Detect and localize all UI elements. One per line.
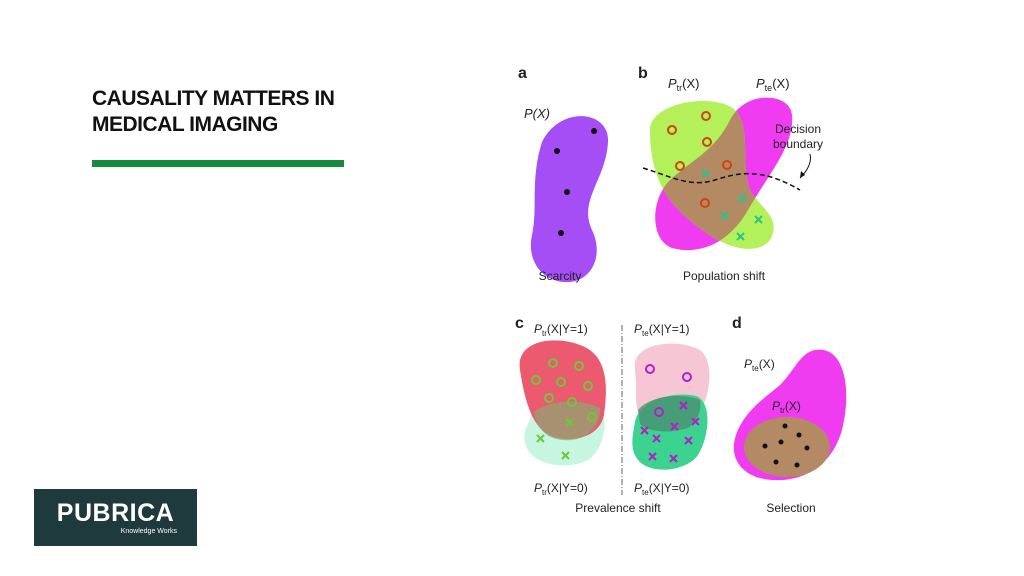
panel-c-test-neg-label: Pte(X|Y=0) bbox=[634, 481, 690, 497]
panel-c-test-circle bbox=[654, 407, 664, 417]
test-p: P bbox=[756, 76, 765, 91]
train-sub: tr bbox=[677, 83, 683, 93]
panel-d-point bbox=[804, 445, 810, 451]
te-pos-sub: te bbox=[642, 329, 649, 338]
panel-a-point bbox=[558, 230, 564, 236]
panel-d-caption: Selection bbox=[766, 501, 815, 515]
panel-b-circle-marker bbox=[700, 198, 710, 208]
d-inner-arg: (X) bbox=[785, 399, 801, 413]
panel-d-point bbox=[778, 439, 784, 445]
causality-figure: a P(X) Scarcity b Ptr(X) Pte(X) Decision… bbox=[515, 65, 847, 515]
panel-c-test-cross bbox=[640, 426, 649, 435]
te-pos-arg: (X|Y=1) bbox=[649, 322, 690, 336]
panel-b-train-label: Ptr(X) bbox=[668, 76, 700, 93]
panel-c-train-circle bbox=[548, 358, 558, 368]
panel-c-test-cross bbox=[691, 417, 700, 426]
panel-c-test-cross bbox=[648, 452, 657, 461]
panel-d-inner-label: Ptr(X) bbox=[772, 399, 801, 415]
panel-d-point bbox=[762, 443, 768, 449]
tr-neg-p: P bbox=[534, 481, 542, 495]
te-neg-p: P bbox=[634, 481, 642, 495]
logo-tagline: Knowledge Works bbox=[120, 528, 177, 535]
panel-b-cross-marker bbox=[738, 194, 747, 203]
panel-d-point bbox=[796, 432, 802, 438]
panel-c-train-circle bbox=[583, 381, 593, 391]
panel-c-train-circle bbox=[556, 377, 566, 387]
test-arg: (X) bbox=[772, 76, 789, 91]
panel-c-train-cross bbox=[561, 451, 570, 460]
panel-c-train-pos-label: Ptr(X|Y=1) bbox=[534, 322, 588, 338]
panel-b-cross-marker bbox=[701, 169, 710, 178]
panel-c-test-cross bbox=[684, 436, 693, 445]
boundary-arrow-head bbox=[800, 171, 805, 178]
panel-b-decision-boundary bbox=[642, 167, 801, 191]
panel-c-test-circle bbox=[645, 364, 655, 374]
panel-b-circle-marker bbox=[702, 137, 712, 147]
panel-c-train-circle bbox=[544, 393, 554, 403]
panel-b-cross-marker bbox=[736, 232, 745, 241]
panel-b-circle-marker bbox=[701, 111, 711, 121]
panel-b-cross-marker bbox=[754, 215, 763, 224]
panel-c-caption: Prevalence shift bbox=[575, 501, 661, 515]
panel-c-train-cross bbox=[565, 418, 574, 427]
panel-a-point bbox=[554, 148, 560, 154]
panel-d-point bbox=[794, 462, 800, 468]
panel-a-distribution-label: P(X) bbox=[524, 106, 550, 121]
panel-c-train-neg-label: Ptr(X|Y=0) bbox=[534, 481, 588, 497]
panel-b-circle-marker bbox=[675, 161, 685, 171]
train-p: P bbox=[668, 76, 677, 91]
tr-neg-sub: tr bbox=[542, 488, 547, 497]
d-inner-sub: tr bbox=[780, 406, 785, 415]
panel-c-train-circle bbox=[531, 375, 541, 385]
panel-c-train-circle bbox=[574, 361, 584, 371]
panel-c-test-pos-label: Pte(X|Y=1) bbox=[634, 322, 690, 338]
test-sub: te bbox=[765, 83, 773, 93]
panel-b-circle-marker bbox=[722, 160, 732, 170]
panel-c-train-circle bbox=[567, 397, 577, 407]
boundary-label-line1: Decision bbox=[775, 122, 821, 136]
panel-c-letter: c bbox=[515, 315, 524, 332]
panel-c-test-cross bbox=[670, 422, 679, 431]
panel-a-caption: Scarcity bbox=[539, 269, 582, 283]
tr-neg-arg: (X|Y=0) bbox=[547, 481, 588, 495]
tr-pos-sub: tr bbox=[542, 329, 547, 338]
slide-title: CAUSALITY MATTERS IN MEDICAL IMAGING bbox=[92, 87, 335, 136]
panel-b-circle-marker bbox=[667, 125, 677, 135]
train-arg: (X) bbox=[682, 76, 699, 91]
panel-b-test-label: Pte(X) bbox=[756, 76, 790, 93]
te-neg-arg: (X|Y=0) bbox=[649, 481, 690, 495]
panel-c-test-circle bbox=[682, 372, 692, 382]
panel-a-point bbox=[591, 128, 597, 134]
panel-c-test-cross bbox=[669, 454, 678, 463]
te-neg-sub: te bbox=[642, 488, 649, 497]
logo-wordmark: PUBRICA bbox=[56, 499, 175, 527]
panel-a-purple-blob bbox=[530, 116, 609, 283]
d-inner-p: P bbox=[772, 399, 780, 413]
boundary-label-line2: boundary bbox=[773, 137, 823, 151]
panel-c-test-cross bbox=[679, 401, 688, 410]
panel-d-outer-label: Pte(X) bbox=[744, 357, 775, 373]
panel-d-letter: d bbox=[732, 315, 742, 332]
panel-c-train-circle bbox=[587, 412, 597, 422]
d-outer-arg: (X) bbox=[759, 357, 775, 371]
panel-a-point bbox=[564, 189, 570, 195]
panel-d-point bbox=[782, 423, 788, 429]
pubrica-logo: PUBRICA Knowledge Works bbox=[34, 489, 197, 546]
te-pos-p: P bbox=[634, 322, 642, 336]
panel-b-cross-marker bbox=[720, 211, 729, 220]
panel-c-train-cross bbox=[536, 434, 545, 443]
panel-d-train-blob bbox=[744, 417, 830, 477]
title-underline bbox=[92, 160, 344, 167]
panel-b-caption: Population shift bbox=[683, 269, 766, 283]
tr-pos-arg: (X|Y=1) bbox=[547, 322, 588, 336]
d-outer-p: P bbox=[744, 357, 752, 371]
d-outer-sub: te bbox=[752, 364, 759, 373]
tr-pos-p: P bbox=[534, 322, 542, 336]
panel-a-letter: a bbox=[518, 65, 527, 82]
panel-c-test-cross bbox=[652, 434, 661, 443]
panel-b-letter: b bbox=[638, 65, 648, 82]
panel-d-point bbox=[773, 459, 779, 465]
